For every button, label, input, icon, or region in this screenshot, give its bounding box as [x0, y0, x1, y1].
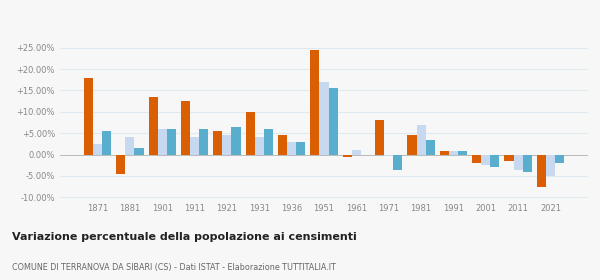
Bar	[481, 155, 490, 165]
Bar	[199, 129, 208, 155]
Bar	[84, 78, 93, 155]
Bar	[134, 148, 143, 155]
Bar	[181, 101, 190, 155]
Bar	[537, 155, 546, 187]
Bar	[116, 155, 125, 174]
Bar	[296, 142, 305, 155]
Bar	[555, 155, 564, 163]
Bar	[416, 125, 425, 155]
Bar	[255, 137, 264, 155]
Bar	[514, 155, 523, 170]
Bar	[472, 155, 481, 163]
Bar	[546, 155, 555, 176]
Bar	[264, 129, 273, 155]
Text: Variazione percentuale della popolazione ai censimenti: Variazione percentuale della popolazione…	[12, 232, 357, 242]
Bar	[232, 127, 241, 155]
Bar	[449, 151, 458, 155]
Bar	[102, 131, 111, 155]
Bar	[190, 137, 199, 155]
Bar	[384, 155, 393, 156]
Bar	[246, 112, 255, 155]
Bar	[287, 142, 296, 155]
Bar	[214, 131, 223, 155]
Bar	[523, 155, 532, 172]
Bar	[343, 155, 352, 157]
Bar	[278, 135, 287, 155]
Bar	[440, 151, 449, 155]
Bar	[149, 97, 158, 155]
Bar	[167, 129, 176, 155]
Bar	[375, 120, 384, 155]
Bar	[458, 151, 467, 155]
Bar	[93, 144, 102, 155]
Text: COMUNE DI TERRANOVA DA SIBARI (CS) - Dati ISTAT - Elaborazione TUTTITALIA.IT: COMUNE DI TERRANOVA DA SIBARI (CS) - Dat…	[12, 263, 336, 272]
Bar	[490, 155, 499, 167]
Bar	[319, 82, 329, 155]
Bar	[329, 88, 338, 155]
Bar	[223, 135, 232, 155]
Bar	[425, 140, 434, 155]
Bar	[407, 135, 416, 155]
Bar	[158, 129, 167, 155]
Bar	[310, 50, 319, 155]
Bar	[352, 150, 361, 155]
Bar	[393, 155, 402, 170]
Bar	[125, 137, 134, 155]
Bar	[505, 155, 514, 161]
